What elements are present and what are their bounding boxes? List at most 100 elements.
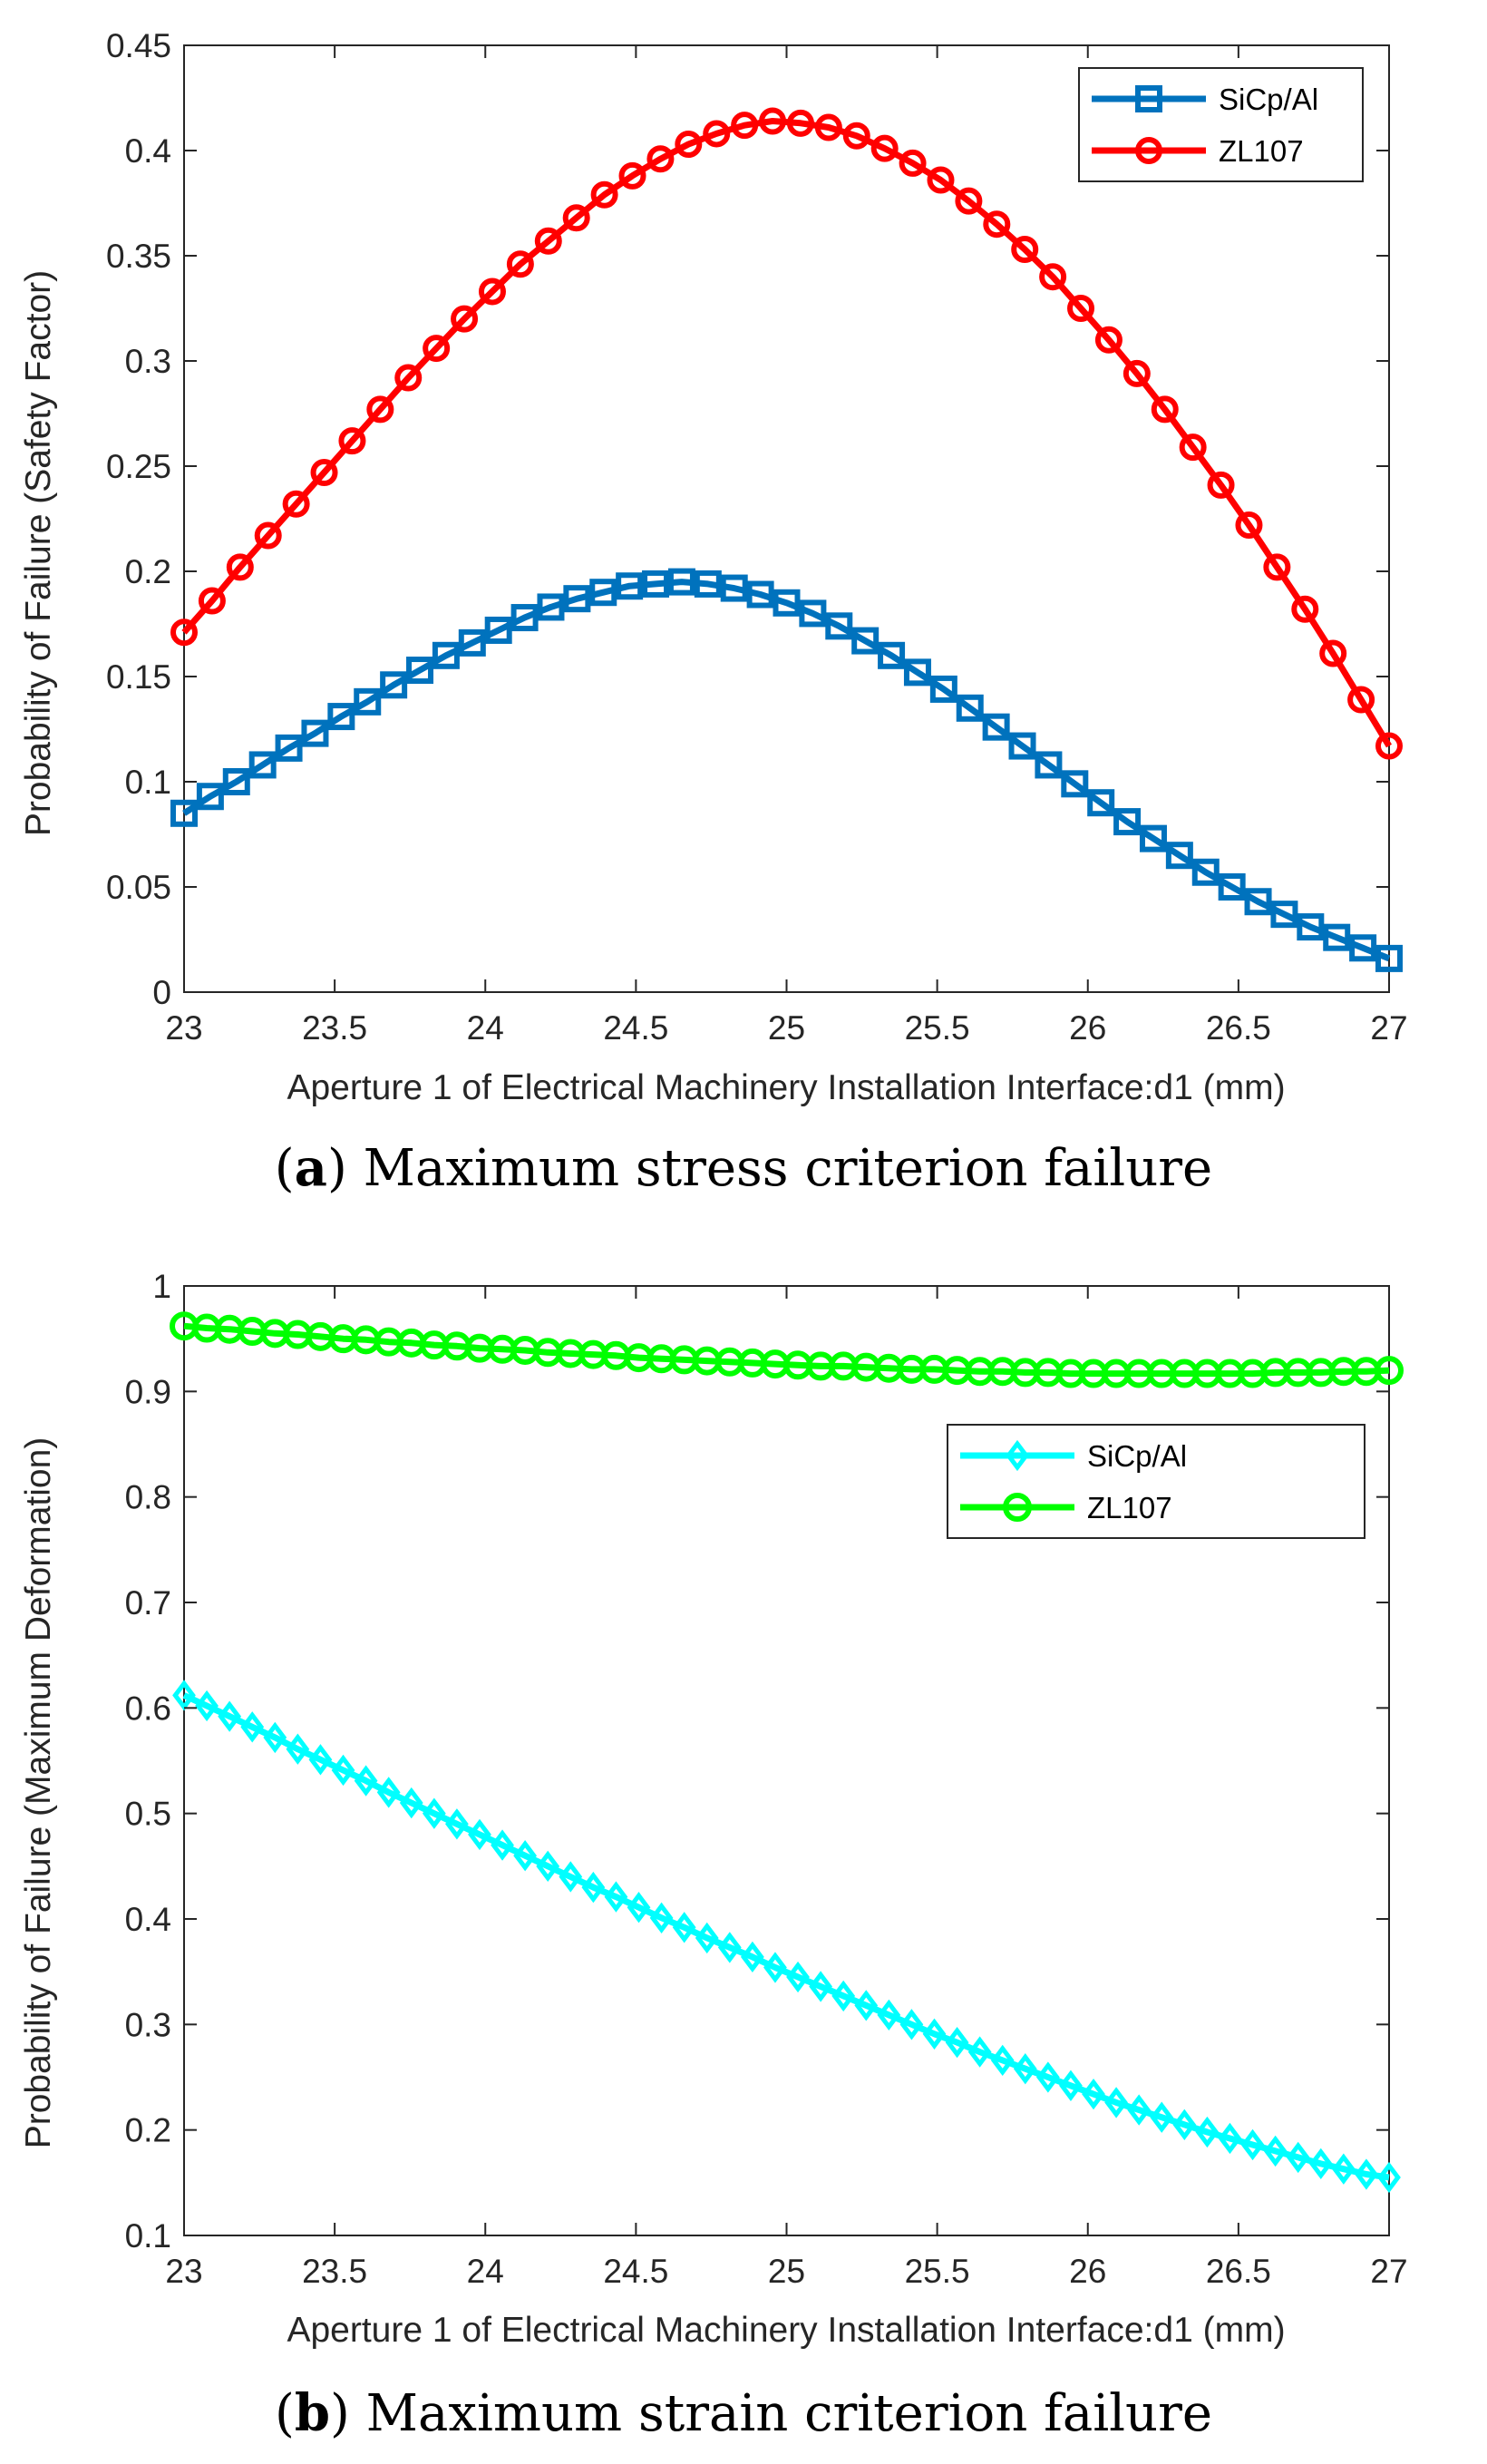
legend-entry-label: SiCp/Al (1219, 83, 1318, 116)
data-point-circle (646, 145, 675, 173)
panel-a-axes (183, 44, 1390, 993)
panel-a-y-tick-label: 0.35 (106, 238, 171, 275)
data-point-square (799, 599, 827, 628)
chart-panel-a: 23 23.5 24 24.5 25 25.5 26 26.5 27 0 0.05 0.1 0.15 0… (19, 27, 1408, 1198)
panel-a-plot-frame (183, 44, 1390, 993)
data-point-square (1375, 944, 1403, 972)
data-point-square (1061, 770, 1089, 798)
data-point-square (563, 585, 591, 613)
data-point-circle (198, 587, 226, 615)
data-point-square (878, 641, 906, 669)
data-point-diamond (649, 1902, 674, 1934)
panel-b-caption: (b) Maximum strain criterion failure (275, 2383, 1212, 2443)
data-point-circle (899, 149, 927, 177)
panel-b-y-tick-label: 0.2 (125, 2112, 171, 2149)
panel-b-y-tick-label: 0.3 (125, 2006, 171, 2043)
data-point-circle (310, 458, 338, 486)
data-point-square (851, 627, 880, 655)
panel-a-y-tick-label: 0.1 (125, 764, 171, 801)
panel-a-x-tick-label: 25.5 (905, 1009, 970, 1047)
data-point-square (1297, 913, 1325, 941)
panel-b-x-tick-label: 26 (1069, 2253, 1106, 2290)
data-point-square (773, 589, 801, 617)
data-point-circle (814, 113, 842, 141)
series-sicp-al (170, 568, 1403, 972)
data-point-square (667, 568, 695, 596)
data-point-circle (955, 187, 983, 215)
data-point-diamond (399, 1787, 423, 1819)
data-point-diamond (604, 1881, 628, 1913)
data-point-square (510, 604, 539, 632)
data-point-circle (282, 490, 310, 518)
data-point-square (903, 658, 931, 687)
data-point-square (1008, 732, 1036, 760)
data-point-square (275, 734, 303, 762)
data-point-circle (759, 107, 787, 135)
data-point-square (589, 579, 617, 607)
panel-a-caption: (a) Maximum stress criterion failure (275, 1138, 1212, 1198)
panel-b-legend: SiCp/Al ZL107 (947, 1424, 1366, 1539)
data-point-diamond (491, 1829, 514, 1861)
data-point-diamond (945, 2026, 969, 2059)
data-point-diamond (513, 1840, 538, 1872)
legend-entry-label: ZL107 (1219, 134, 1304, 168)
panel-b-y-tick-label: 0.8 (125, 1479, 171, 1516)
data-point-circle (618, 161, 646, 190)
data-point-diamond (1286, 2141, 1310, 2174)
data-point-circle (366, 395, 394, 424)
data-point-square (354, 687, 382, 716)
data-point-square (616, 572, 644, 600)
data-point-diamond (1059, 2070, 1083, 2101)
panel-b-x-axis-label: Aperture 1 of Electrical Machinery Insta… (287, 2311, 1285, 2350)
data-point-diamond (1082, 2078, 1105, 2110)
data-point-square (746, 580, 774, 609)
panel-a-y-tick-label: 0.45 (106, 27, 171, 64)
legend-entry-label: ZL107 (1087, 1491, 1172, 1524)
data-point-square (1135, 85, 1162, 112)
data-point-diamond (922, 2018, 947, 2050)
data-point-circle (1039, 263, 1067, 291)
data-point-circle (1094, 326, 1123, 354)
series-sicp-al (172, 1680, 1401, 2194)
series-zl107 (170, 107, 1403, 760)
data-point-diamond (1218, 2122, 1242, 2155)
panel-a-y-tick-label: 0.25 (106, 448, 171, 485)
data-point-diamond (240, 1711, 265, 1743)
legend-box (1078, 67, 1364, 182)
data-point-square (1035, 751, 1063, 779)
data-point-square (1087, 789, 1115, 817)
data-point-diamond (354, 1765, 378, 1797)
panel-a-y-tick-label: 0.05 (106, 869, 171, 906)
data-point-diamond (967, 2036, 992, 2068)
data-point-circle (394, 364, 423, 392)
panel-b-y-tick-label: 0.6 (125, 1690, 171, 1727)
panel-b-x-tick-label: 23 (165, 2253, 202, 2290)
data-point-diamond (717, 1932, 742, 1963)
panel-a-x-tick-label: 23 (165, 1009, 202, 1047)
data-point-diamond (536, 1850, 560, 1882)
panel-a-x-tick-label: 24.5 (603, 1009, 668, 1047)
data-point-square (1244, 888, 1272, 916)
data-point-diamond (1127, 2094, 1152, 2126)
data-point-square (222, 768, 250, 795)
data-point-square (196, 783, 224, 811)
panel-b-y-tick-label: 0.1 (125, 2217, 171, 2255)
panel-a-y-tick-label: 0.3 (125, 343, 171, 380)
data-point-diamond (695, 1922, 719, 1954)
panel-a-caption-letter: a (295, 1138, 327, 1198)
data-point-diamond (559, 1861, 583, 1893)
data-point-square (170, 799, 198, 827)
data-point-square (982, 713, 1010, 741)
data-point-circle (1011, 236, 1039, 264)
data-point-diamond (1195, 2116, 1220, 2148)
data-point-circle (1151, 395, 1179, 424)
panel-a-x-tick-label: 23.5 (302, 1009, 367, 1047)
data-point-circle (338, 427, 366, 455)
series-line (181, 118, 1392, 748)
panel-b-y-tick-label: 0.9 (125, 1373, 171, 1410)
data-point-circle (562, 204, 590, 232)
data-point-diamond (809, 1971, 832, 2002)
data-point-diamond (445, 1808, 469, 1840)
data-point-diamond (308, 1744, 333, 1776)
data-point-square (484, 616, 512, 644)
